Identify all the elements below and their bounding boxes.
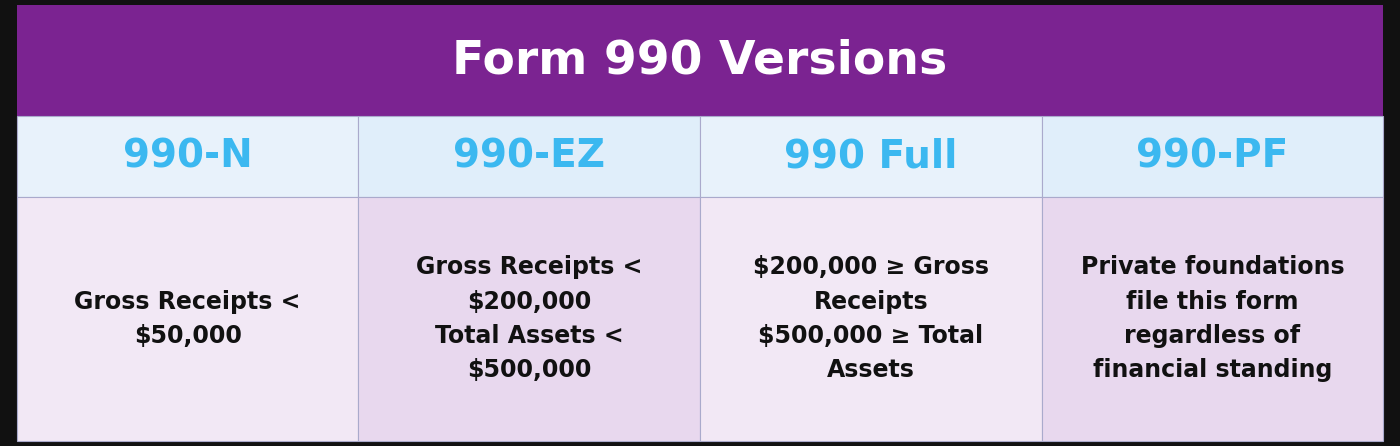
Text: 990 Full: 990 Full bbox=[784, 138, 958, 176]
Bar bbox=[700, 197, 1042, 441]
Bar bbox=[358, 116, 700, 197]
Text: Private foundations
file this form
regardless of
financial standing: Private foundations file this form regar… bbox=[1081, 255, 1344, 382]
Text: Form 990 Versions: Form 990 Versions bbox=[452, 38, 948, 83]
Text: 990-EZ: 990-EZ bbox=[454, 138, 605, 176]
Text: 990-PF: 990-PF bbox=[1137, 138, 1288, 176]
Text: 990-N: 990-N bbox=[123, 138, 252, 176]
Bar bbox=[1042, 197, 1383, 441]
Bar bbox=[17, 116, 358, 197]
Text: Gross Receipts <
$200,000
Total Assets <
$500,000: Gross Receipts < $200,000 Total Assets <… bbox=[416, 255, 643, 382]
Text: $200,000 ≥ Gross
Receipts
$500,000 ≥ Total
Assets: $200,000 ≥ Gross Receipts $500,000 ≥ Tot… bbox=[753, 255, 988, 382]
Bar bbox=[17, 5, 1383, 116]
Bar bbox=[358, 197, 700, 441]
Bar bbox=[700, 116, 1042, 197]
Text: Gross Receipts <
$50,000: Gross Receipts < $50,000 bbox=[74, 289, 301, 348]
Bar bbox=[17, 197, 358, 441]
Bar bbox=[1042, 116, 1383, 197]
